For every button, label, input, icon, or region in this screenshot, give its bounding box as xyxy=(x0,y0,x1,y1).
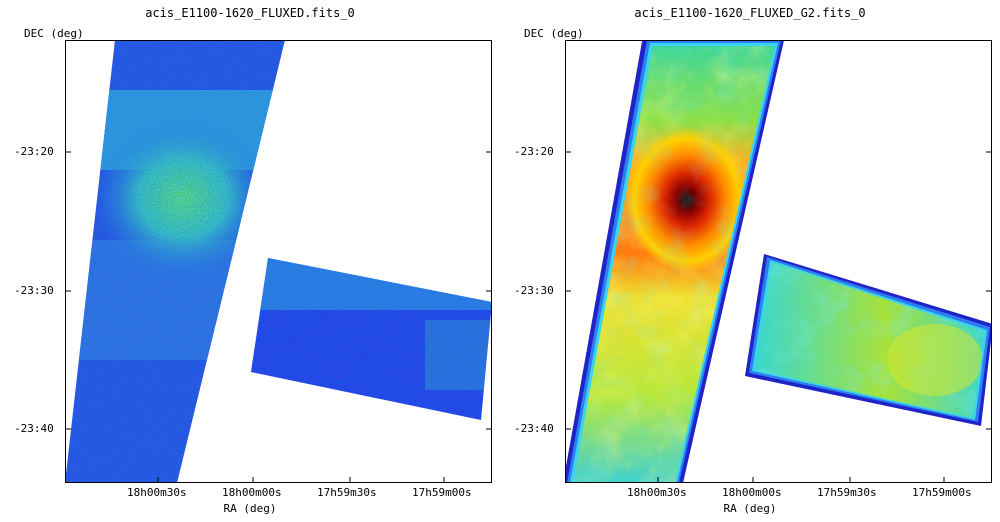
x-tick-label: 18h00m00s xyxy=(722,486,782,499)
image-panel-left: acis_E1100-1620_FLUXED.fits_0 DEC (deg) xyxy=(14,6,492,515)
plot-frame xyxy=(65,40,492,483)
panel-title: acis_E1100-1620_FLUXED.fits_0 xyxy=(145,6,355,20)
y-tick-label: -23:30 xyxy=(14,284,54,297)
y-tick-label: -23:40 xyxy=(14,422,54,435)
image-panel-right: acis_E1100-1620_FLUXED_G2.fits_0 DEC (de… xyxy=(500,0,1000,522)
fits-image xyxy=(565,40,992,483)
x-axis-label: RA (deg) xyxy=(723,502,777,515)
y-tick-label: -23:40 xyxy=(514,422,554,435)
y-axis-label: DEC (deg) xyxy=(524,27,584,40)
plot-frame xyxy=(565,40,992,483)
x-tick-label: 17h59m00s xyxy=(912,486,972,499)
x-tick-label: 18h00m30s xyxy=(627,486,687,499)
y-tick-label: -23:20 xyxy=(514,145,554,158)
y-tick-label: -23:30 xyxy=(514,284,554,297)
x-tick-label: 18h00m30s xyxy=(127,486,187,499)
x-tick-label: 17h59m30s xyxy=(817,486,877,499)
x-tick-label: 17h59m30s xyxy=(317,486,377,499)
y-axis-label: DEC (deg) xyxy=(24,27,84,40)
image-plot[interactable] xyxy=(65,40,492,483)
panel-title: acis_E1100-1620_FLUXED_G2.fits_0 xyxy=(634,6,866,20)
y-tick-label: -23:20 xyxy=(14,145,54,158)
x-axis-label: RA (deg) xyxy=(223,502,277,515)
x-tick-label: 18h00m00s xyxy=(222,486,282,499)
x-tick-label: 17h59m00s xyxy=(412,486,472,499)
fits-image xyxy=(65,40,492,483)
image-plot[interactable] xyxy=(565,40,992,483)
